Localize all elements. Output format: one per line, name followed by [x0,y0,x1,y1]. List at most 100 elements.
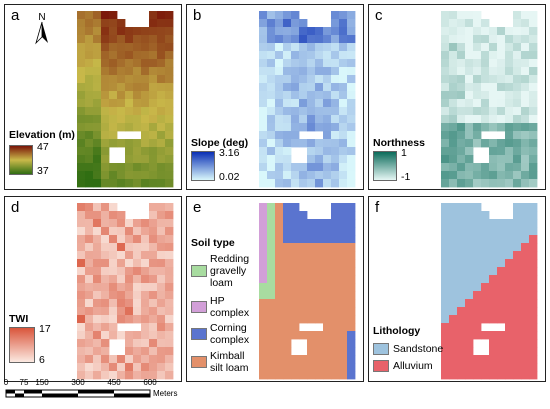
raster-cell [529,147,538,156]
soil-cell [307,299,316,308]
soil-label-kimball: Kimball silt loam [210,350,249,374]
lithology-cell [505,283,514,292]
raster-cell [165,203,174,212]
raster-cell [133,115,142,124]
soil-cell [347,251,356,260]
raster-cell [521,147,530,156]
raster-cell [117,299,126,308]
soil-cell [339,235,348,244]
raster-cell [299,179,308,188]
raster-cell [101,139,110,148]
soil-cell [323,251,332,260]
lithology-cell [465,235,474,244]
raster-cell [157,91,166,100]
raster-cell [165,355,174,364]
lithology-cell [529,267,538,276]
lithology-cell [505,259,514,268]
raster-cell [93,243,102,252]
soil-cell [323,299,332,308]
raster-cell [117,275,126,284]
lithology-cell [457,371,466,380]
lithology-cell [481,299,490,308]
raster-cell [125,275,134,284]
raster-cell [275,27,284,36]
soil-cell [323,323,332,332]
raster-cell [165,139,174,148]
raster-cell [133,251,142,260]
raster-cell [117,251,126,260]
raster-cell [347,75,356,84]
raster-cell [283,147,292,156]
lithology-cell [521,235,530,244]
raster-cell [101,211,110,220]
raster-cell [149,43,158,52]
lithology-cell [441,203,450,212]
raster-cell [165,11,174,20]
raster-cell [513,107,522,116]
raster-cell [529,155,538,164]
raster-cell [291,19,300,28]
raster-cell [465,91,474,100]
raster-cell [259,59,268,68]
raster-cell [521,59,530,68]
soil-cell [339,283,348,292]
raster-cell [347,155,356,164]
lithology-cell [521,227,530,236]
raster-cell [505,131,514,140]
raster-cell [141,163,150,172]
raster-cell [133,283,142,292]
soil-cell [307,267,316,276]
raster-cell [77,163,86,172]
raster-cell [291,51,300,60]
raster-cell [497,91,506,100]
raster-cell [529,115,538,124]
raster-cell [109,227,118,236]
raster-cell [109,323,118,332]
raster-cell [331,163,340,172]
raster-cell [449,75,458,84]
soil-cell [291,203,300,212]
raster-cell [77,363,86,372]
raster-cell [323,131,332,140]
raster-cell [339,147,348,156]
soil-cell [339,227,348,236]
raster-cell [141,179,150,188]
raster-cell [465,147,474,156]
lithology-cell [497,275,506,284]
raster-cell [109,67,118,76]
raster-cell [339,27,348,36]
soil-cell [299,235,308,244]
raster-cell [93,219,102,228]
lithology-cell [481,315,490,324]
raster-cell [299,91,308,100]
raster-cell [157,35,166,44]
raster-cell [93,267,102,276]
raster-cell [275,147,284,156]
raster-cell [101,107,110,116]
raster-cell [133,171,142,180]
raster-cell [93,299,102,308]
slope-min: 0.02 [219,171,240,183]
raster-cell [133,299,142,308]
lithology-cell [449,219,458,228]
soil-cell [267,251,276,260]
raster-cell [165,163,174,172]
raster-cell [133,35,142,44]
soil-cell [299,267,308,276]
soil-cell [315,227,324,236]
raster-cell [449,83,458,92]
soil-cell [331,299,340,308]
raster-cell [465,43,474,52]
raster-cell [141,331,150,340]
lithology-cell [465,211,474,220]
lithology-cell [497,251,506,260]
raster-cell [489,147,498,156]
raster-cell [283,155,292,164]
raster-cell [449,11,458,20]
panel-slope: b Slope (deg) 3.16 0.02 [186,4,364,190]
raster-cell [109,291,118,300]
raster-cell [339,43,348,52]
lithology-cell [449,227,458,236]
soil-cell [283,203,292,212]
north-arrow-icon: N [35,12,48,45]
